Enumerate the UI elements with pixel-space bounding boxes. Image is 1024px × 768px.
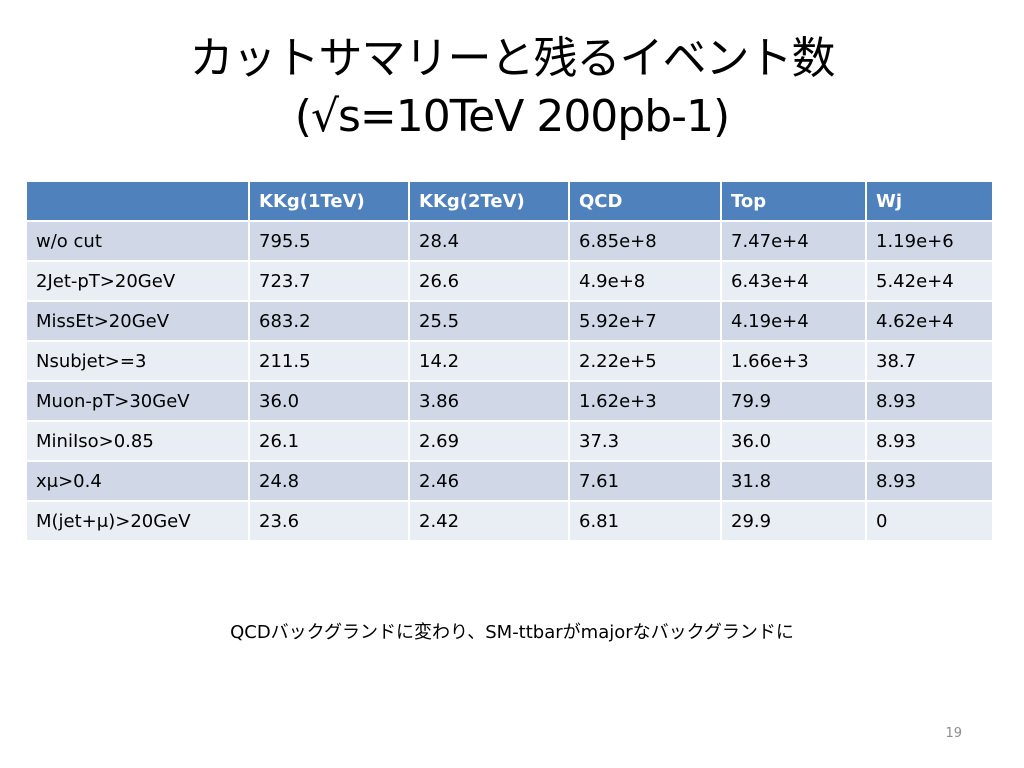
cell-kkg-2tev: 25.5 bbox=[408, 300, 570, 342]
cell-qcd: 6.81 bbox=[568, 500, 722, 542]
row-cut-label: MiniIso>0.85 bbox=[25, 420, 250, 462]
cell-qcd: 1.62e+3 bbox=[568, 380, 722, 422]
table-row: w/o cut 795.5 28.4 6.85e+8 7.47e+4 1.19e… bbox=[25, 220, 994, 262]
cell-wj: 0 bbox=[865, 500, 994, 542]
cell-wj: 8.93 bbox=[865, 420, 994, 462]
cell-kkg-1tev: 23.6 bbox=[248, 500, 410, 542]
footer-note: QCDバックグランドに変わり、SM-ttbarがmajorなバックグランドに bbox=[230, 622, 794, 643]
cell-qcd: 6.85e+8 bbox=[568, 220, 722, 262]
slide-title: カットサマリーと残るイベント数 (√s=10TeV 200pb-1) bbox=[0, 30, 1024, 146]
slide-title-line2: (√s=10TeV 200pb-1) bbox=[294, 91, 730, 142]
cell-kkg-2tev: 3.86 bbox=[408, 380, 570, 422]
row-cut-label: xμ>0.4 bbox=[25, 460, 250, 502]
cell-wj: 5.42e+4 bbox=[865, 260, 994, 302]
table-row: MissEt>20GeV 683.2 25.5 5.92e+7 4.19e+4 … bbox=[25, 300, 994, 342]
header-qcd: QCD bbox=[568, 180, 722, 222]
cell-kkg-2tev: 14.2 bbox=[408, 340, 570, 382]
header-wj: Wj bbox=[865, 180, 994, 222]
row-cut-label: M(jet+μ)>20GeV bbox=[25, 500, 250, 542]
cell-qcd: 7.61 bbox=[568, 460, 722, 502]
cell-kkg-1tev: 795.5 bbox=[248, 220, 410, 262]
cell-kkg-2tev: 26.6 bbox=[408, 260, 570, 302]
row-cut-label: Nsubjet>=3 bbox=[25, 340, 250, 382]
cell-wj: 8.93 bbox=[865, 460, 994, 502]
cell-top: 7.47e+4 bbox=[720, 220, 867, 262]
header-top: Top bbox=[720, 180, 867, 222]
row-cut-label: w/o cut bbox=[25, 220, 250, 262]
cell-kkg-2tev: 2.46 bbox=[408, 460, 570, 502]
cell-wj: 1.19e+6 bbox=[865, 220, 994, 262]
table-row: Muon-pT>30GeV 36.0 3.86 1.62e+3 79.9 8.9… bbox=[25, 380, 994, 422]
cell-qcd: 37.3 bbox=[568, 420, 722, 462]
cell-kkg-2tev: 28.4 bbox=[408, 220, 570, 262]
header-kkg-1tev: KKg(1TeV) bbox=[248, 180, 410, 222]
cell-top: 31.8 bbox=[720, 460, 867, 502]
cell-kkg-2tev: 2.42 bbox=[408, 500, 570, 542]
table-header-row: KKg(1TeV) KKg(2TeV) QCD Top Wj bbox=[25, 180, 994, 222]
row-cut-label: Muon-pT>30GeV bbox=[25, 380, 250, 422]
table-row: MiniIso>0.85 26.1 2.69 37.3 36.0 8.93 bbox=[25, 420, 994, 462]
cell-wj: 38.7 bbox=[865, 340, 994, 382]
cell-top: 1.66e+3 bbox=[720, 340, 867, 382]
cell-kkg-1tev: 36.0 bbox=[248, 380, 410, 422]
cell-qcd: 5.92e+7 bbox=[568, 300, 722, 342]
header-kkg-2tev: KKg(2TeV) bbox=[408, 180, 570, 222]
table-row: xμ>0.4 24.8 2.46 7.61 31.8 8.93 bbox=[25, 460, 994, 502]
cell-top: 79.9 bbox=[720, 380, 867, 422]
header-cut bbox=[25, 180, 250, 222]
cell-kkg-1tev: 683.2 bbox=[248, 300, 410, 342]
cell-top: 36.0 bbox=[720, 420, 867, 462]
cell-top: 6.43e+4 bbox=[720, 260, 867, 302]
slide-title-line1: カットサマリーと残るイベント数 bbox=[189, 33, 836, 84]
cell-top: 29.9 bbox=[720, 500, 867, 542]
cell-kkg-1tev: 211.5 bbox=[248, 340, 410, 382]
cell-top: 4.19e+4 bbox=[720, 300, 867, 342]
row-cut-label: 2Jet-pT>20GeV bbox=[25, 260, 250, 302]
cell-qcd: 4.9e+8 bbox=[568, 260, 722, 302]
cell-wj: 4.62e+4 bbox=[865, 300, 994, 342]
cell-qcd: 2.22e+5 bbox=[568, 340, 722, 382]
cut-summary-table: KKg(1TeV) KKg(2TeV) QCD Top Wj w/o cut 7… bbox=[25, 180, 994, 542]
table-row: 2Jet-pT>20GeV 723.7 26.6 4.9e+8 6.43e+4 … bbox=[25, 260, 994, 302]
cell-kkg-1tev: 26.1 bbox=[248, 420, 410, 462]
cell-kkg-2tev: 2.69 bbox=[408, 420, 570, 462]
page-number: 19 bbox=[945, 726, 962, 741]
table-row: Nsubjet>=3 211.5 14.2 2.22e+5 1.66e+3 38… bbox=[25, 340, 994, 382]
cell-kkg-1tev: 723.7 bbox=[248, 260, 410, 302]
table-row: M(jet+μ)>20GeV 23.6 2.42 6.81 29.9 0 bbox=[25, 500, 994, 542]
row-cut-label: MissEt>20GeV bbox=[25, 300, 250, 342]
cell-kkg-1tev: 24.8 bbox=[248, 460, 410, 502]
cell-wj: 8.93 bbox=[865, 380, 994, 422]
